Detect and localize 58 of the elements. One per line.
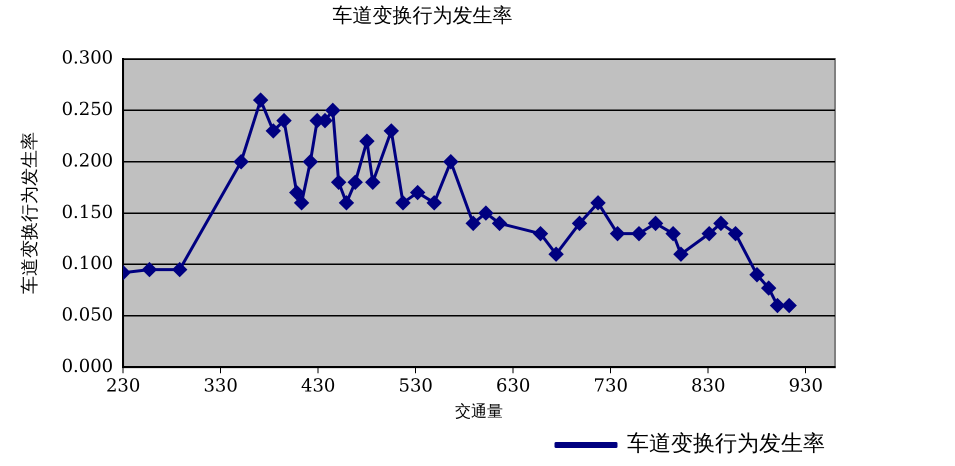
point [572,216,588,231]
point [648,216,664,231]
y-tick-label: 0.000 [62,356,114,377]
point [492,216,508,231]
point [331,174,346,190]
point [365,174,380,190]
point [702,226,717,242]
point [266,123,281,138]
point [749,267,764,282]
y-tick-label: 0.050 [62,304,114,326]
legend-label: 车道变换行为发生率 [627,432,825,457]
point [276,113,292,128]
x-tick-label: 530 [398,376,433,397]
point [782,298,797,314]
chart-title: 车道变换行为发生率 [332,3,512,28]
point [426,195,442,210]
point [172,262,188,278]
point [410,185,426,200]
point [478,206,494,221]
x-tick-label: 230 [106,376,140,397]
y-tick-label: 0.150 [62,202,114,223]
x-tick-label: 630 [496,376,530,397]
x-tick-label: 930 [788,376,823,397]
point [466,216,481,231]
y-axis-title: 车道变换行为发生率 [19,132,40,294]
x-tick-label: 730 [594,376,628,397]
point [234,154,249,170]
x-tick-label: 330 [203,376,238,397]
point [673,246,688,262]
point [359,134,374,149]
point [443,154,458,170]
point [761,280,776,296]
y-tick-label: 0.100 [62,253,114,274]
point [396,195,411,210]
point [253,92,268,108]
point [770,298,785,314]
y-tick-label: 0.200 [62,150,114,172]
point [302,154,318,170]
point [590,195,606,210]
point [142,262,157,278]
x-axis-title: 交通量 [455,402,504,421]
point [384,123,399,138]
point [666,226,681,242]
point [533,226,548,242]
point [338,195,354,210]
point [325,102,340,118]
point [713,216,728,231]
point [728,226,744,242]
point [289,185,304,200]
y-tick-label: 0.250 [62,99,114,120]
point [294,195,310,210]
point [610,226,626,242]
point [348,174,363,190]
x-tick-label: 830 [691,376,726,397]
point [548,246,564,262]
x-tick-label: 430 [300,376,336,397]
point [631,226,646,242]
y-tick-label: 0.300 [62,48,114,69]
